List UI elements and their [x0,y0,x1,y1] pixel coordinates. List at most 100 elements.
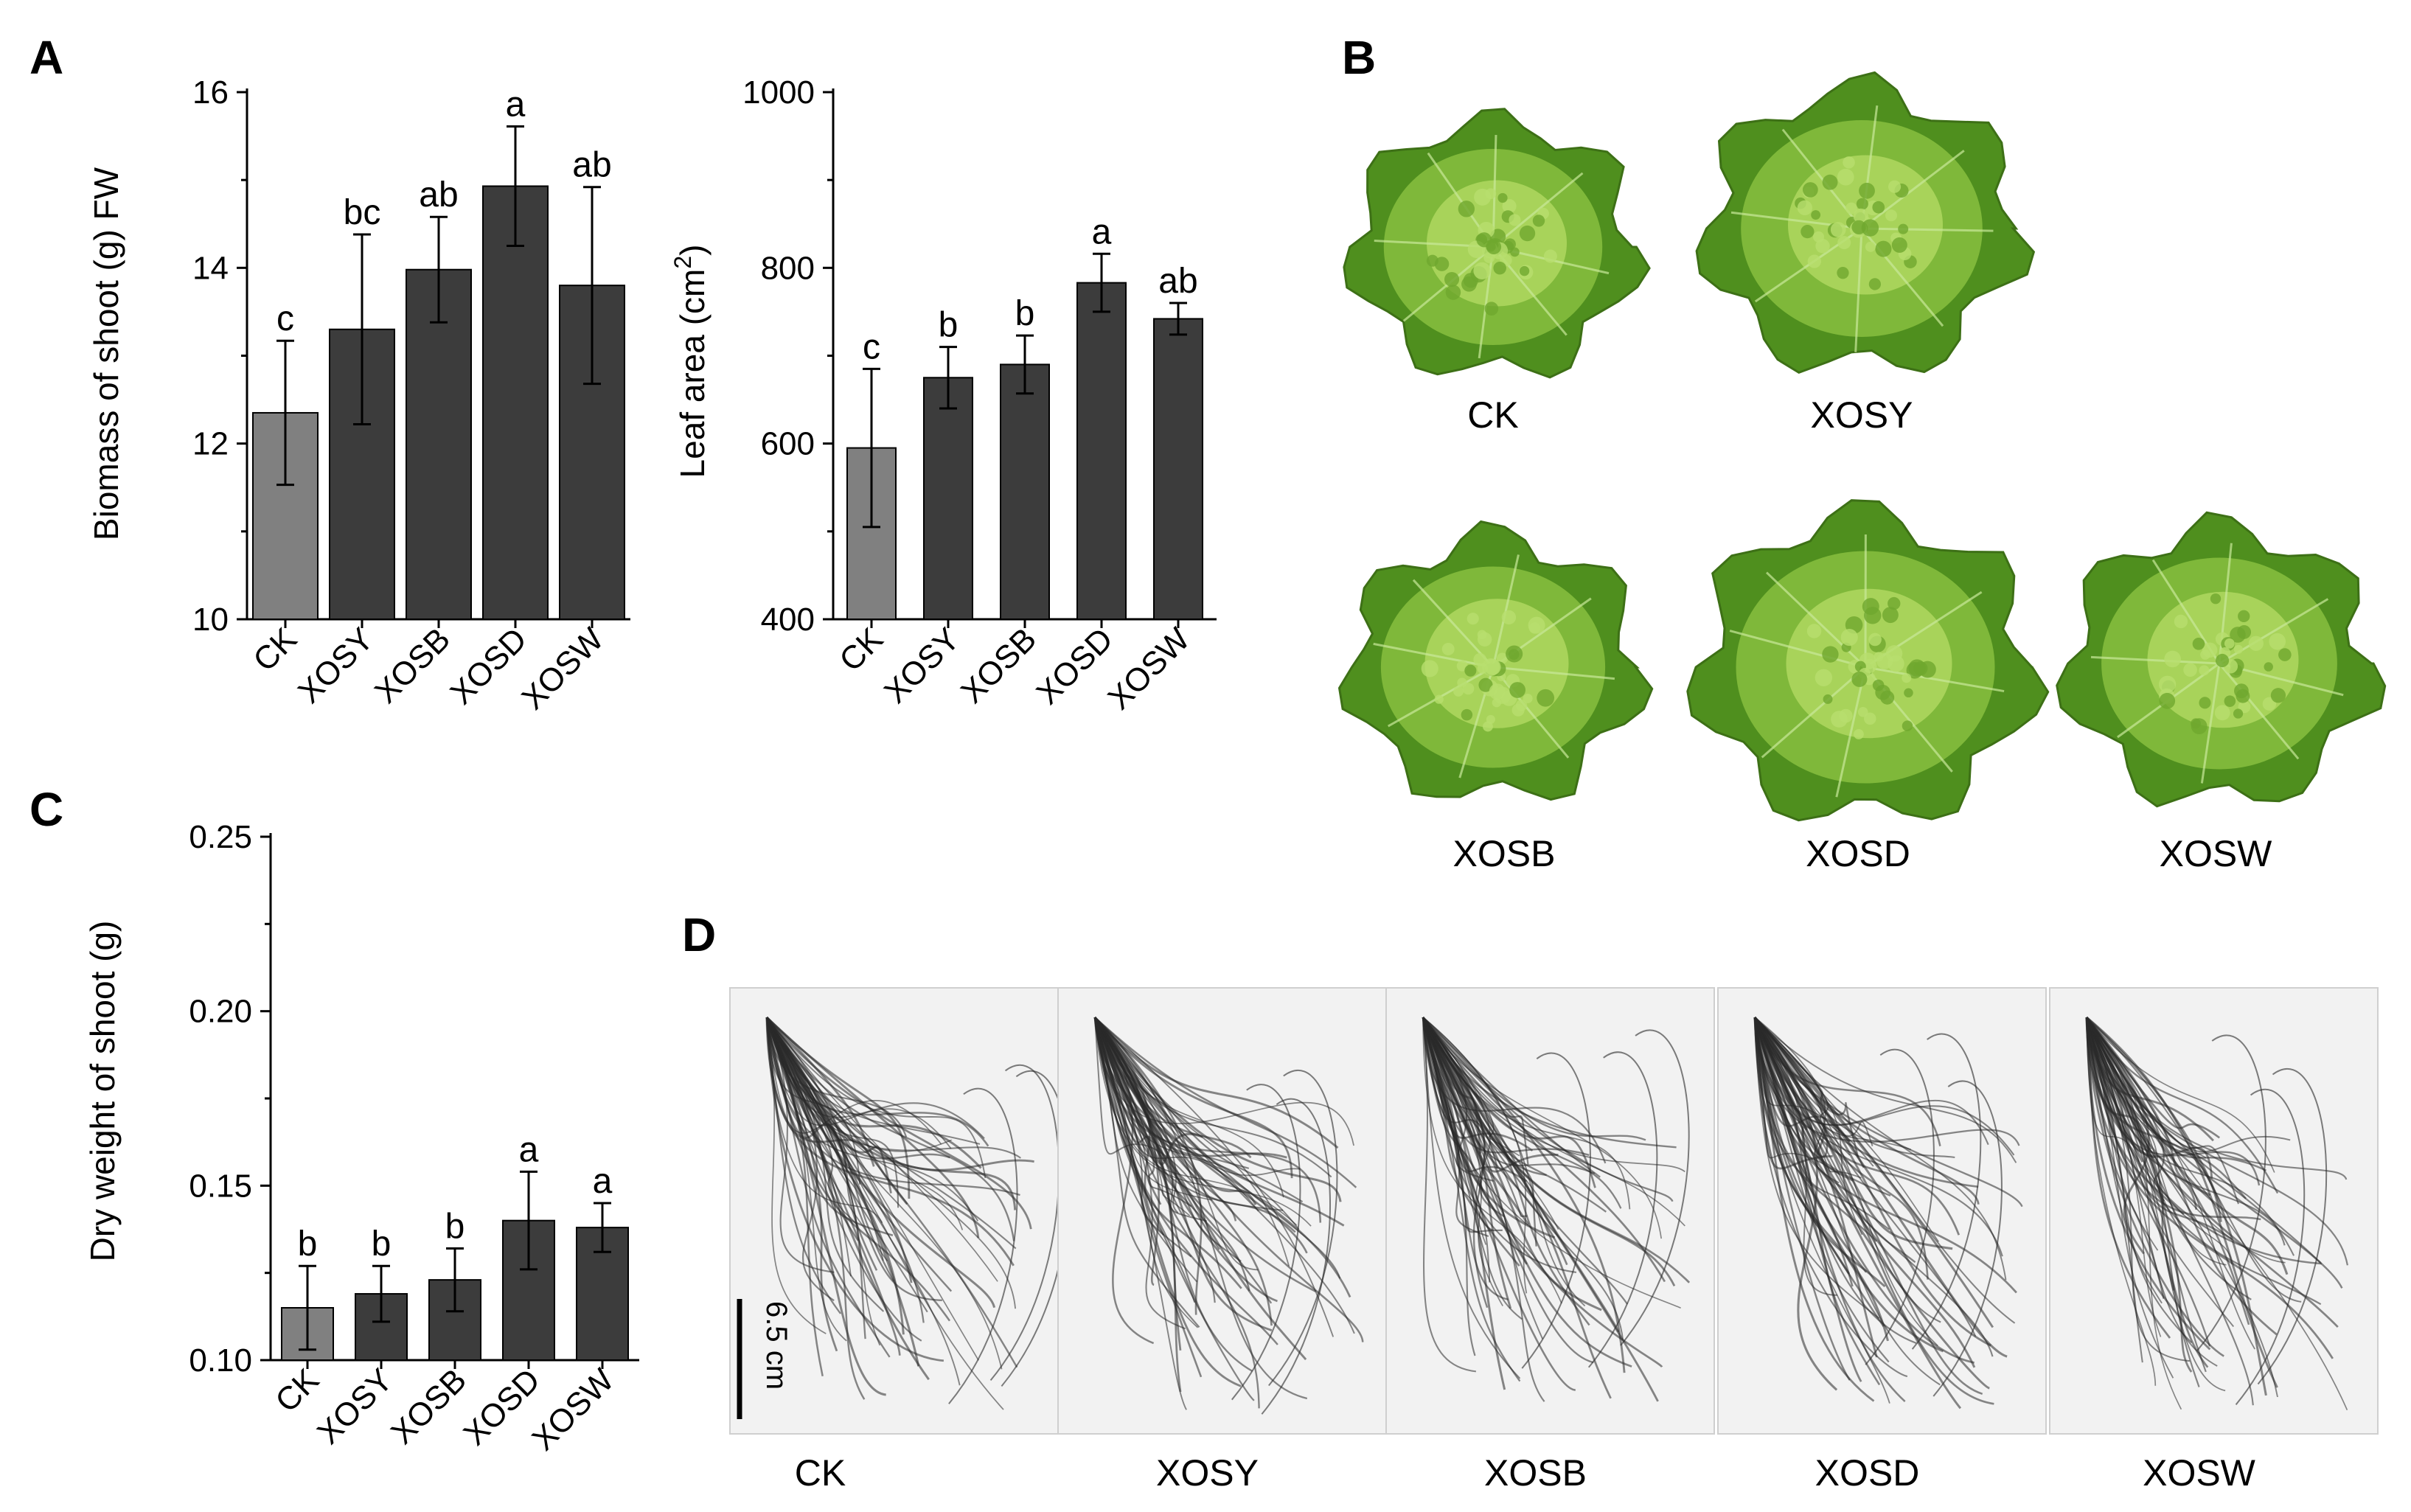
root-strand [1093,1017,1220,1250]
root-strand [1094,1017,1203,1315]
scale-bar: 6.5 cm [737,1299,793,1419]
significance-letter: b [372,1224,392,1264]
root-strand [765,1017,908,1138]
root-strand [1093,1017,1203,1378]
root-strand [1422,1017,1528,1217]
root-strand [1093,1017,1242,1387]
significance-letter: b [445,1208,465,1247]
leaf-crinkle [1501,610,1517,625]
root-scan [729,987,1071,1435]
root-strand [1093,1017,1252,1159]
leaf-crinkle [2233,644,2244,654]
root-strand [1422,1017,1505,1218]
y-tick-label: 0.10 [189,1342,252,1379]
y-tick-label: 0.20 [189,994,252,1030]
root-strand [766,1017,881,1346]
leaf-vein [2200,663,2221,784]
y-axis-label: Biomass of shoot (g) FW [87,167,125,540]
leaf-crinkle [1502,199,1517,214]
leaf-crinkle [2234,683,2249,699]
x-tick-label: XOSD [443,621,534,711]
y-tick-label: 600 [761,426,815,462]
bar-xosd [482,185,549,620]
leaf-crinkle [1486,239,1502,255]
root-strand [1753,1017,2017,1294]
root-strand [766,1017,858,1227]
root-strand [765,1017,886,1396]
y-tick-label: 12 [192,426,229,462]
leaf-vein [1854,228,1863,352]
leaf-crinkle [1482,658,1500,676]
root-strand [2085,1017,2171,1339]
root-strand [1093,1017,1242,1289]
lettuce-head [1695,71,2036,374]
leaf-crinkle [1532,215,1545,227]
leaf-vein [1729,630,1866,669]
leaf-crinkle [1482,721,1493,732]
root-strand [1422,1017,1681,1309]
x-tick-label: XOSW [1101,621,1197,717]
leaf-crinkle [1511,703,1525,717]
leaf-crinkle [1523,694,1533,704]
leaf-crinkle [2270,688,2286,703]
root-strand [766,1017,895,1282]
leaf-crinkle [1882,607,1899,624]
root-strand [1754,1017,2017,1163]
leaf-crinkle [1918,661,1936,678]
root-scan-label: XOSD [1815,1452,1920,1494]
leaf-crinkle [1453,686,1464,697]
leaf-crinkle [1496,652,1509,664]
leaf-crinkle [1888,596,1901,610]
root-strand [2086,1017,2302,1303]
root-strand [2085,1017,2267,1171]
root-strand [1094,1017,1290,1267]
leaf-crinkle [2269,633,2286,650]
root-strand [765,1017,944,1362]
root-strand [1753,1017,1906,1403]
y-tick-label: 10 [192,602,229,638]
panel-label-d: D [682,908,716,961]
root-strand [1094,1017,1301,1177]
leaf-crinkle [1506,645,1523,663]
root-strand [1422,1017,1559,1230]
leaf-crinkle [1902,673,1912,683]
leaf-area-chart: 400 600 800 1000 Leaf area (cm2) c CK b XOSY b XOS… [669,74,1217,717]
lettuce-label: XOSY [1811,394,1913,436]
root-strand [765,1017,950,1160]
leaf-crinkle [1484,302,1499,316]
bar-xosw [1153,318,1203,620]
leaf-crinkle [1477,632,1492,647]
root-strand [2086,1017,2227,1266]
root-loop [1620,1029,1690,1346]
root-strand [1753,1017,1890,1363]
x-tick-label: XOSY [291,621,380,710]
root-strand [2085,1017,2193,1373]
y-tick-label: 0.15 [189,1168,252,1204]
biomass-chart: 10 12 14 16 Biomass of shoot (g) FW c CK bc XOSY… [87,74,630,717]
root-strand [1422,1017,1646,1141]
leaf-vein [1861,227,1994,232]
root-strand [1422,1017,1528,1182]
lettuce-label: XOSW [2160,833,2273,874]
significance-letter: a [1092,212,1112,251]
leaf-crinkle [1802,182,1818,198]
root-strand [2085,1017,2150,1255]
leaf-crinkle [2159,692,2176,709]
leaf-vein [1492,666,1615,680]
leaf-crinkle [1823,694,1833,704]
root-strand [1094,1017,1357,1188]
root-loop [1865,1048,1935,1365]
leaf-crinkle [1875,240,1892,257]
x-tick-label: XOSW [525,1362,621,1457]
leaf-crinkle [1528,616,1545,634]
root-loop [948,1087,1018,1404]
leaf-crinkle [1837,236,1851,250]
y-tick-label: 0.25 [189,819,252,855]
root-scan-label: XOSW [2143,1452,2256,1494]
root-strand [1093,1017,1287,1159]
root-strand [1094,1017,1312,1227]
leaf-crinkle [1434,694,1444,704]
significance-letter: b [939,306,959,345]
panel-label-c: C [29,783,63,836]
